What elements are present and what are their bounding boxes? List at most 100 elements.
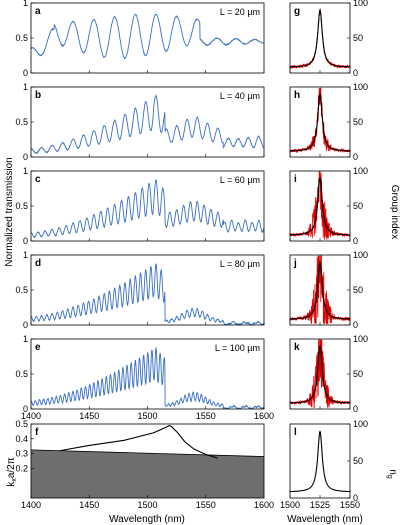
light-line: [30, 449, 265, 457]
xtick-label-f-1400: 1400: [21, 500, 41, 510]
ytick-label-l-100: 100: [353, 419, 368, 429]
ytick-label-j-100: 100: [353, 250, 368, 260]
panel-f: f 0.2 0.3 0.4 0.5 1400 1450 1500 1550 1600: [15, 419, 274, 510]
ytick-label-f-0.4: 0.4: [15, 434, 28, 444]
panel-label-c: c: [35, 174, 41, 185]
panel-f-ylabel: kxa/2π: [6, 457, 18, 486]
panel-annotation-a: L = 20 µm: [220, 7, 260, 17]
light-cone-region: [31, 449, 264, 498]
ytick-label-b-0: 0: [23, 152, 28, 162]
ytick-label-d-0: 0: [23, 320, 28, 330]
group-index-fit-i: [289, 177, 351, 236]
panel-label-h: h: [294, 90, 300, 101]
group-index-measured-g: [289, 8, 351, 69]
ytick-label-e-1: 1: [23, 334, 28, 344]
ytick-label-d-1: 1: [23, 250, 28, 260]
ytick-label-k-100: 100: [353, 334, 368, 344]
xtick-label-e-1550: 1550: [196, 411, 216, 421]
ytick-label-c-0: 0: [23, 236, 28, 246]
transmission-line-b: [30, 94, 265, 155]
ytick-label-e-0: 0: [23, 404, 28, 414]
ytick-label-f-0.3: 0.3: [15, 449, 28, 459]
group-index-fit-h: [289, 93, 351, 152]
transmission-line-c: [30, 179, 265, 239]
ytick-label-h-0: 0: [353, 152, 358, 162]
panel-b: b L = 40 µm 0 0.5 1: [15, 82, 265, 162]
group-index-fit-k: [289, 345, 351, 404]
ytick-label-k-50: 50: [353, 369, 363, 379]
panel-annotation-b: L = 40 µm: [220, 91, 260, 101]
ytick-label-b-1: 1: [23, 82, 28, 92]
xtick-label-f-1500: 1500: [137, 500, 157, 510]
panel-k: k 0 50 100: [289, 334, 368, 414]
ytick-label-e-0.5: 0.5: [15, 369, 28, 379]
panel-label-l: l: [294, 427, 297, 438]
transmission-line-e: [30, 346, 265, 410]
ytick-label-h-100: 100: [353, 82, 368, 92]
group-index-measured-i: [289, 171, 351, 240]
transmission-line-a: [30, 13, 265, 60]
group-index-fit-g: [289, 9, 351, 68]
ytick-label-c-1: 1: [23, 166, 28, 176]
ylabel-right: Group index: [389, 185, 400, 239]
panel-frame-l: [289, 423, 351, 499]
panel-l-ylabel: ng: [386, 469, 398, 479]
xtick-label-f-1600: 1600: [254, 500, 274, 510]
panel-label-a: a: [35, 6, 41, 17]
ytick-label-f-0.2: 0.2: [15, 463, 28, 473]
ytick-label-d-0.5: 0.5: [15, 285, 28, 295]
panel-h: h 0 50 100: [289, 82, 368, 162]
panel-annotation-c: L = 60 µm: [220, 175, 260, 185]
xtick-label-f-1550: 1550: [196, 500, 216, 510]
panel-l: l 0 50 100 1500 1525 1550: [280, 419, 368, 510]
ytick-label-g-100: 100: [353, 0, 368, 8]
ytick-label-g-50: 50: [353, 33, 363, 43]
group-index-fit-l: [289, 430, 351, 493]
panel-a: a L = 20 µm 0 0.5 1: [15, 0, 265, 78]
ytick-label-a-0: 0: [23, 68, 28, 78]
panel-label-g: g: [294, 6, 300, 17]
panel-e: e L = 100 µm 0 0.5 1 1400 1450 1500 1550 1600: [15, 334, 274, 421]
ytick-label-c-0.5: 0.5: [15, 201, 28, 211]
ytick-label-f-0.5: 0.5: [15, 419, 28, 429]
xtick-label-l-1500: 1500: [280, 500, 300, 510]
ytick-label-k-0: 0: [353, 404, 358, 414]
ytick-label-i-0: 0: [353, 236, 358, 246]
transmission-line-d: [30, 263, 265, 326]
xtick-label-f-1450: 1450: [79, 500, 99, 510]
panel-d: d L = 80 µm 0 0.5 1: [15, 250, 265, 330]
ylabel-left: Normalized transmission: [4, 157, 15, 266]
ytick-label-i-50: 50: [353, 201, 363, 211]
panel-label-b: b: [35, 90, 41, 101]
ytick-label-l-0: 0: [353, 493, 358, 503]
xtick-label-e-1600: 1600: [254, 411, 274, 421]
ytick-label-j-0: 0: [353, 320, 358, 330]
xtick-label-e-1450: 1450: [79, 411, 99, 421]
panel-i: i 0 50 100: [289, 166, 368, 246]
ytick-label-g-0: 0: [353, 68, 358, 78]
panel-label-f: f: [35, 427, 39, 438]
band-curve: [60, 424, 218, 459]
xtick-label-l-1550: 1550: [340, 500, 360, 510]
xtick-label-l-1525: 1525: [310, 500, 330, 510]
panel-label-j: j: [293, 258, 297, 269]
ytick-label-a-1: 1: [23, 0, 28, 8]
panel-j: j 0 50 100: [289, 250, 368, 330]
ytick-label-i-100: 100: [353, 166, 368, 176]
panel-label-k: k: [294, 342, 300, 353]
panel-g: g 0 50 100: [289, 0, 368, 78]
panel-label-e: e: [35, 342, 41, 353]
ytick-label-h-50: 50: [353, 117, 363, 127]
xlabel-right: Wavelength (nm): [287, 514, 363, 525]
ytick-label-b-0.5: 0.5: [15, 117, 28, 127]
group-index-fit-j: [289, 261, 351, 320]
xtick-label-e-1500: 1500: [137, 411, 157, 421]
ytick-label-l-50: 50: [353, 456, 363, 466]
panel-label-d: d: [35, 258, 41, 269]
panel-annotation-e: L = 100 µm: [215, 343, 260, 353]
ytick-label-j-50: 50: [353, 285, 363, 295]
panel-annotation-d: L = 80 µm: [220, 259, 260, 269]
group-index-measured-j: [289, 255, 351, 324]
